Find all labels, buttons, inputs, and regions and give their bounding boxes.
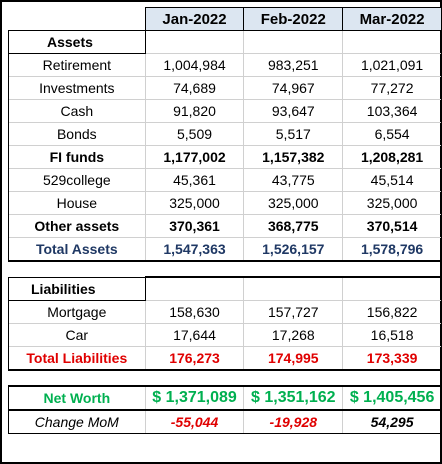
liability-row-mortgage: Mortgage 158,630 157,727 156,822 [8,300,442,324]
spacer-cell [9,370,146,386]
row-label[interactable]: Bonds [8,122,146,146]
spacer-cell [145,370,244,386]
asset-row-bonds: Bonds 5,509 5,517 6,554 [8,122,442,146]
value-cell[interactable]: 1,004,984 [144,53,244,77]
total-liabilities-row: Total Liabilities 176,273 174,995 173,33… [8,346,442,371]
liabilities-section-title[interactable]: Liabilities [8,276,146,301]
spacer-cell [343,261,442,277]
asset-row-retirement: Retirement 1,004,984 983,251 1,021,091 [8,53,442,77]
value-cell[interactable]: 5,509 [144,122,244,146]
header-jan[interactable]: Jan-2022 [144,7,244,31]
asset-row-investments: Investments 74,689 74,967 77,272 [8,76,442,100]
spacer-cell [244,261,343,277]
empty-cell[interactable] [144,276,244,301]
row-label[interactable]: Investments [8,76,146,100]
liabilities-title-row: Liabilities [8,276,442,301]
value-cell[interactable]: 5,517 [243,122,343,146]
net-worth-value[interactable]: $ 1,405,456 [342,385,442,411]
asset-row-other-assets: Other assets 370,361 368,775 370,514 [8,214,442,238]
value-cell[interactable]: 17,268 [243,323,343,347]
row-label[interactable]: Other assets [8,214,146,238]
value-cell[interactable]: 983,251 [243,53,343,77]
total-liabilities-label[interactable]: Total Liabilities [8,346,146,371]
row-label[interactable]: Mortgage [8,300,146,324]
change-mom-value[interactable]: -55,044 [144,409,244,434]
value-cell[interactable]: 45,514 [342,168,442,192]
value-cell[interactable]: 17,644 [144,323,244,347]
value-cell[interactable]: 1,021,091 [342,53,442,77]
header-blank-cell [9,8,146,31]
empty-cell[interactable] [342,30,442,54]
value-cell[interactable]: 16,518 [342,323,442,347]
value-cell[interactable]: 325,000 [243,191,343,215]
spacer-cell [145,261,244,277]
liability-row-car: Car 17,644 17,268 16,518 [8,323,442,347]
row-label[interactable]: Car [8,323,146,347]
total-assets-value[interactable]: 1,578,796 [342,237,442,262]
net-worth-value[interactable]: $ 1,371,089 [144,385,244,411]
header-mar[interactable]: Mar-2022 [342,7,442,31]
empty-cell[interactable] [243,276,343,301]
net-worth-row: Net Worth $ 1,371,089 $ 1,351,162 $ 1,40… [8,385,442,411]
spacer-cell [9,261,146,277]
asset-row-cash: Cash 91,820 93,647 103,364 [8,99,442,123]
value-cell[interactable]: 325,000 [144,191,244,215]
value-cell[interactable]: 93,647 [243,99,343,123]
net-worth-value[interactable]: $ 1,351,162 [243,385,343,411]
value-cell[interactable]: 103,364 [342,99,442,123]
row-label[interactable]: 529college [8,168,146,192]
total-assets-value[interactable]: 1,526,157 [243,237,343,262]
assets-title-row: Assets [8,30,442,54]
change-mom-value[interactable]: -19,928 [243,409,343,434]
asset-row-529college: 529college 45,361 43,775 45,514 [8,168,442,192]
asset-row-fi-funds: FI funds 1,177,002 1,157,382 1,208,281 [8,145,442,169]
spacer-cell [244,370,343,386]
net-worth-table: Jan-2022 Feb-2022 Mar-2022 Assets Retire… [8,7,442,434]
value-cell[interactable]: 74,689 [144,76,244,100]
row-label[interactable]: Retirement [8,53,146,77]
total-liabilities-value[interactable]: 173,339 [342,346,442,371]
empty-cell[interactable] [144,30,244,54]
net-worth-label[interactable]: Net Worth [8,385,146,411]
value-cell[interactable]: 91,820 [144,99,244,123]
value-cell[interactable]: 368,775 [243,214,343,238]
spacer-row [9,370,442,386]
total-assets-row: Total Assets 1,547,363 1,526,157 1,578,7… [8,237,442,262]
value-cell[interactable]: 1,157,382 [243,145,343,169]
total-assets-label[interactable]: Total Assets [8,237,146,262]
change-mom-value[interactable]: 54,295 [342,409,442,434]
value-cell[interactable]: 74,967 [243,76,343,100]
value-cell[interactable]: 157,727 [243,300,343,324]
value-cell[interactable]: 1,177,002 [144,145,244,169]
spacer-cell [343,370,442,386]
header-row: Jan-2022 Feb-2022 Mar-2022 [9,7,442,31]
value-cell[interactable]: 158,630 [144,300,244,324]
value-cell[interactable]: 77,272 [342,76,442,100]
value-cell[interactable]: 370,514 [342,214,442,238]
row-label[interactable]: FI funds [8,145,146,169]
value-cell[interactable]: 370,361 [144,214,244,238]
value-cell[interactable]: 325,000 [342,191,442,215]
value-cell[interactable]: 156,822 [342,300,442,324]
empty-cell[interactable] [342,276,442,301]
change-mom-row: Change MoM -55,044 -19,928 54,295 [8,409,442,434]
value-cell[interactable]: 1,208,281 [342,145,442,169]
total-liabilities-value[interactable]: 176,273 [144,346,244,371]
asset-row-house: House 325,000 325,000 325,000 [8,191,442,215]
total-assets-value[interactable]: 1,547,363 [144,237,244,262]
change-mom-label[interactable]: Change MoM [8,409,146,434]
total-liabilities-value[interactable]: 174,995 [243,346,343,371]
value-cell[interactable]: 6,554 [342,122,442,146]
row-label[interactable]: House [8,191,146,215]
value-cell[interactable]: 45,361 [144,168,244,192]
row-label[interactable]: Cash [8,99,146,123]
assets-section-title[interactable]: Assets [8,30,146,54]
value-cell[interactable]: 43,775 [243,168,343,192]
empty-cell[interactable] [243,30,343,54]
header-feb[interactable]: Feb-2022 [243,7,343,31]
spacer-row [9,261,442,277]
